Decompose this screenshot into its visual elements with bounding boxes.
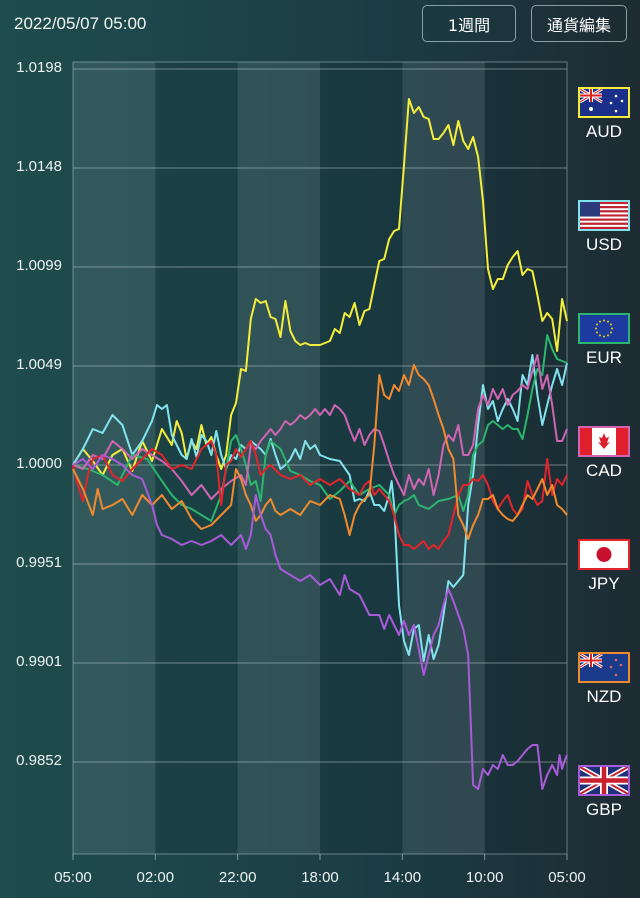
series-line-aud — [72, 98, 568, 476]
legend-label: AUD — [586, 122, 622, 141]
legend-item-jpy[interactable]: JPY — [576, 539, 632, 594]
legend-label: EUR — [586, 348, 622, 367]
series-line-nzd — [72, 364, 568, 540]
legend-item-gbp[interactable]: GBP — [576, 765, 632, 820]
y-tick-label: 1.0099 — [16, 257, 62, 274]
series-line-usd — [72, 354, 568, 662]
x-tick-label: 18:00 — [301, 869, 339, 886]
legend-item-cad[interactable]: CAD — [576, 426, 632, 481]
header-datetime: 2022/05/07 05:00 — [14, 14, 147, 33]
time-band — [484, 62, 567, 854]
eu-flag-icon — [578, 313, 630, 344]
legend-item-usd[interactable]: USD — [576, 200, 632, 255]
y-tick-label: 1.0000 — [16, 455, 62, 472]
legend-item-aud[interactable]: AUD — [576, 87, 632, 142]
legend-label: JPY — [588, 574, 620, 593]
jp-flag-icon — [578, 539, 630, 570]
y-tick-label: 1.0049 — [16, 356, 62, 373]
au-flag-icon — [578, 87, 630, 118]
ca-flag-icon — [578, 426, 630, 457]
legend-item-nzd[interactable]: NZD — [576, 652, 632, 707]
x-tick-label: 05:00 — [54, 869, 92, 886]
legend-label: CAD — [586, 461, 622, 480]
series-line-eur — [72, 334, 568, 522]
x-tick-label: 02:00 — [136, 869, 175, 886]
time-band — [237, 62, 320, 854]
legend-label: NZD — [586, 687, 622, 706]
nz-flag-icon — [578, 652, 630, 683]
time-band — [320, 62, 403, 854]
series-line-cad — [72, 354, 568, 500]
series-line-jpy — [72, 440, 568, 550]
y-tick-label: 1.0198 — [16, 59, 62, 76]
y-tick-label: 1.0148 — [16, 158, 62, 175]
x-tick-label: 10:00 — [465, 869, 504, 886]
gb-flag-icon — [578, 765, 630, 796]
x-tick-label: 22:00 — [218, 869, 257, 886]
period-button[interactable]: 1週間 — [422, 5, 516, 42]
y-tick-label: 0.9951 — [16, 554, 62, 571]
y-tick-label: 0.9901 — [16, 653, 62, 670]
us-flag-icon — [578, 200, 630, 231]
x-tick-label: 14:00 — [383, 869, 422, 886]
edit-currencies-button[interactable]: 通貨編集 — [531, 5, 627, 42]
series-line-gbp — [72, 454, 568, 790]
legend-label: GBP — [586, 800, 622, 819]
legend-label: USD — [586, 235, 622, 254]
x-tick-label: 05:00 — [548, 869, 586, 886]
legend-item-eur[interactable]: EUR — [576, 313, 632, 368]
y-tick-label: 0.9852 — [16, 752, 62, 769]
